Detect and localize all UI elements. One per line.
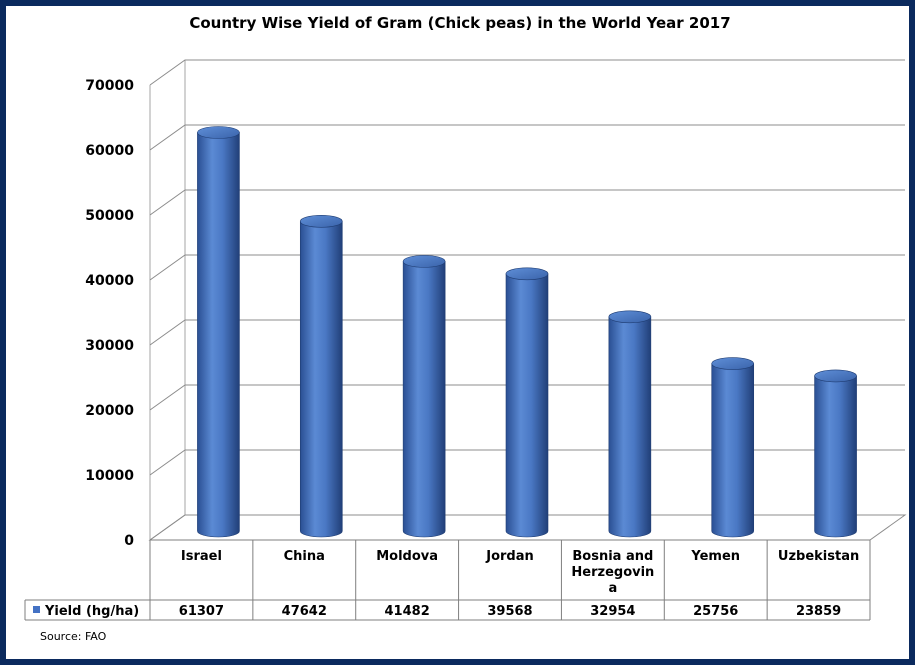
bar (197, 126, 240, 538)
bar-top (505, 267, 549, 281)
gridline (149, 449, 905, 476)
data-value-label: 47642 (282, 604, 327, 619)
category-label: Moldova (376, 549, 438, 564)
category-label-line: Moldova (376, 549, 438, 564)
category-label: Bosnia and Herzegovin a (571, 549, 654, 596)
chart-title: Country Wise Yield of Gram (Chick peas) … (189, 14, 730, 32)
data-table: Israel China Moldova Jordan Bosnia and Herzeg… (24, 539, 871, 621)
category-label-line: Jordan (485, 549, 534, 564)
gridline (149, 124, 905, 151)
category-label: Uzbekistan (778, 549, 859, 564)
bar-body (711, 363, 755, 538)
gridline (149, 384, 905, 411)
bar-body (608, 316, 652, 538)
category-label-line: Herzegovin (571, 565, 654, 580)
category-label: Yemen (690, 549, 740, 564)
category-label: China (284, 549, 325, 564)
bar-top (711, 357, 755, 370)
legend-swatch (33, 606, 40, 613)
data-value-label: 39568 (487, 604, 532, 619)
bar (814, 369, 857, 538)
y-axis-ticks: 0 10000 20000 30000 40000 50000 60000 70000 (85, 78, 134, 549)
data-value-label: 61307 (179, 604, 224, 619)
gridline (149, 254, 905, 281)
bar-top (299, 215, 343, 228)
y-tick-label: 40000 (85, 273, 134, 289)
gridline (149, 319, 905, 346)
bar-body (299, 221, 343, 538)
data-value-label: 41482 (385, 604, 430, 619)
category-label-line: China (284, 549, 325, 564)
bar-top (814, 369, 857, 383)
bar-body (402, 261, 446, 538)
y-tick-label: 60000 (85, 143, 134, 159)
bar (711, 357, 755, 538)
bar-top (608, 310, 652, 324)
data-value-label: 23859 (796, 604, 841, 619)
y-tick-label: 70000 (85, 78, 134, 94)
bar-body (505, 273, 549, 538)
category-label-line: Israel (181, 549, 222, 564)
category-label-line: a (608, 581, 617, 596)
data-value-label: 32954 (590, 604, 635, 619)
bar-body (197, 132, 240, 538)
y-tick-label: 20000 (85, 403, 134, 419)
bar (402, 255, 446, 538)
bar (505, 267, 549, 538)
gridlines (148, 59, 907, 541)
y-tick-label: 0 (124, 533, 134, 549)
category-label-line: Bosnia and (572, 549, 653, 564)
source-note: Source: FAO (40, 630, 107, 643)
y-tick-label: 10000 (85, 468, 134, 484)
gridline (149, 59, 905, 86)
y-tick-label: 50000 (85, 208, 134, 224)
category-label: Jordan (485, 549, 534, 564)
gridline (149, 189, 905, 216)
bar-body (814, 375, 857, 538)
category-label-line: Uzbekistan (778, 549, 859, 564)
bar-top (402, 255, 446, 268)
y-tick-label: 30000 (85, 338, 134, 354)
data-value-label: 25756 (693, 604, 738, 619)
bar (608, 310, 652, 538)
category-label: Israel (181, 549, 222, 564)
legend-label: Yield (hg/ha) (44, 604, 139, 619)
bars (197, 126, 857, 538)
bar-top (197, 126, 240, 139)
category-label-line: Yemen (690, 549, 740, 564)
bar (299, 215, 343, 538)
